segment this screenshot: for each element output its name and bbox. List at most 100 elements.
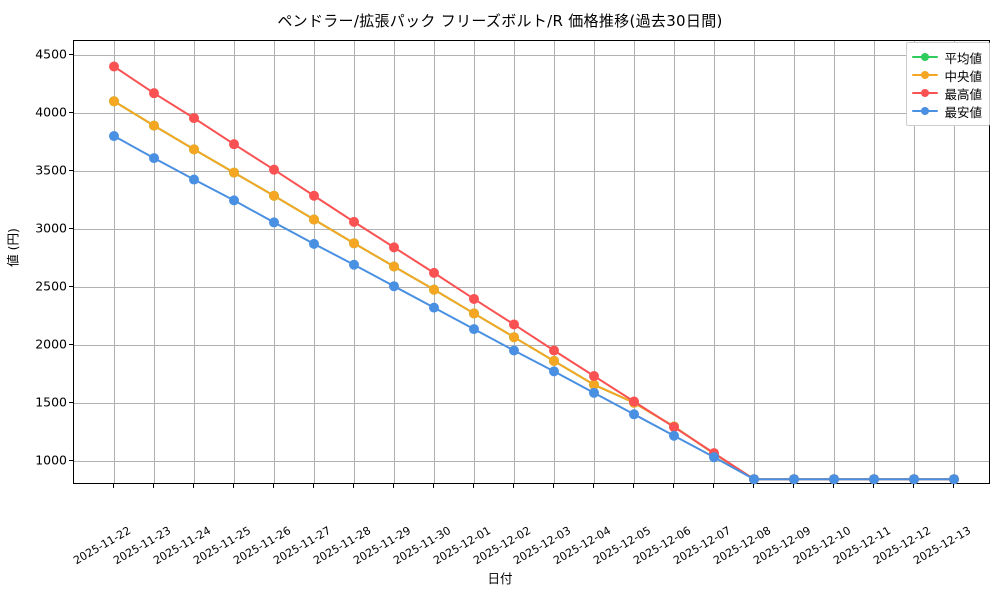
- y-tick-mark: [69, 53, 73, 55]
- legend-item-中央値[interactable]: 中央値: [912, 66, 982, 84]
- data-point: [469, 324, 479, 335]
- y-tick-label: 1000: [35, 452, 67, 468]
- x-tick-mark: [273, 484, 274, 488]
- gridline-vertical: [114, 41, 115, 483]
- legend-label: 中央値: [944, 68, 982, 84]
- y-tick-mark: [69, 459, 73, 461]
- data-point: [669, 430, 679, 441]
- y-axis-label: 値 (円): [5, 228, 21, 267]
- data-point: [669, 422, 679, 433]
- data-point: [789, 474, 799, 485]
- x-axis-label: 日付: [487, 571, 513, 586]
- legend-swatch-icon: [912, 51, 939, 63]
- data-point: [389, 261, 399, 272]
- series-layer: [74, 41, 989, 485]
- x-axis: 2025-11-22 2025-11-23 2025-11-24 2025-11-25…: [71, 484, 990, 584]
- gridline-vertical: [634, 41, 635, 483]
- series-最安値: [109, 131, 959, 485]
- data-point: [709, 452, 719, 463]
- x-tick-mark: [873, 484, 874, 488]
- data-point: [349, 259, 359, 270]
- x-tick-mark: [353, 484, 354, 488]
- legend-swatch-icon: [912, 105, 939, 117]
- gridlines: [74, 41, 989, 483]
- data-point: [509, 332, 519, 343]
- data-point: [749, 474, 759, 485]
- gridline-vertical: [874, 41, 875, 483]
- legend-swatch-icon: [912, 87, 939, 99]
- data-point: [149, 88, 159, 99]
- x-tick-mark: [633, 484, 634, 488]
- data-point: [109, 96, 119, 107]
- gridline-vertical: [554, 41, 555, 483]
- y-tick-label: 2500: [35, 278, 67, 294]
- data-point: [149, 120, 159, 131]
- legend-item-最安値[interactable]: 最安値: [912, 102, 982, 120]
- data-point: [589, 387, 599, 398]
- gridline-vertical: [594, 41, 595, 483]
- series-平均値: [109, 96, 959, 485]
- data-point: [589, 371, 599, 382]
- x-tick-mark: [913, 484, 914, 488]
- data-point: [149, 153, 159, 164]
- gridline-horizontal: [74, 54, 989, 56]
- data-point: [469, 293, 479, 304]
- x-tick-mark: [233, 484, 234, 488]
- y-tick-mark: [69, 227, 73, 229]
- legend-item-最高値[interactable]: 最高値: [912, 84, 982, 102]
- y-tick-label: 3000: [35, 220, 67, 236]
- legend-label: 最高値: [944, 86, 982, 102]
- gridline-vertical: [674, 41, 675, 483]
- y-tick-mark: [69, 285, 73, 287]
- series-line: [113, 65, 955, 481]
- data-point: [509, 345, 519, 356]
- gridline-horizontal: [74, 286, 989, 288]
- x-tick-mark: [193, 484, 194, 488]
- data-point: [429, 284, 439, 295]
- gridline-vertical: [914, 41, 915, 483]
- gridline-vertical: [314, 41, 315, 483]
- gridline-vertical: [474, 41, 475, 483]
- data-point: [229, 195, 239, 206]
- y-tick-mark: [69, 401, 73, 403]
- gridline-vertical: [434, 41, 435, 483]
- data-point: [629, 409, 639, 420]
- gridline-vertical: [194, 41, 195, 483]
- data-point: [509, 319, 519, 330]
- series-中央値: [109, 96, 959, 485]
- y-tick-mark: [69, 169, 73, 171]
- gridline-vertical: [234, 41, 235, 483]
- data-point: [589, 379, 599, 390]
- x-tick-mark: [393, 484, 394, 488]
- x-tick-mark: [553, 484, 554, 488]
- data-point: [109, 131, 119, 142]
- gridline-horizontal: [74, 112, 989, 114]
- x-tick-mark: [953, 484, 954, 488]
- gridline-horizontal: [74, 460, 989, 462]
- data-point: [189, 113, 199, 124]
- legend-item-平均値[interactable]: 平均値: [912, 48, 982, 66]
- data-point: [629, 396, 639, 407]
- data-point: [909, 474, 919, 485]
- data-point: [469, 308, 479, 319]
- gridline-vertical: [154, 41, 155, 483]
- x-tick-mark: [473, 484, 474, 488]
- data-point: [189, 174, 199, 185]
- series-line: [113, 135, 955, 481]
- x-tick-mark: [113, 484, 114, 488]
- gridline-vertical: [794, 41, 795, 483]
- data-point: [269, 190, 279, 201]
- data-point: [229, 167, 239, 178]
- x-tick-mark: [753, 484, 754, 488]
- data-point: [869, 474, 879, 485]
- data-point: [829, 474, 839, 485]
- data-point: [349, 238, 359, 249]
- data-point: [549, 355, 559, 366]
- data-point: [309, 214, 319, 225]
- y-tick-label: 4000: [35, 104, 67, 120]
- chart-legend: 平均値中央値最高値 最安値: [906, 42, 990, 126]
- x-tick-mark: [153, 484, 154, 488]
- data-point: [269, 217, 279, 228]
- y-tick-label: 4500: [35, 46, 67, 62]
